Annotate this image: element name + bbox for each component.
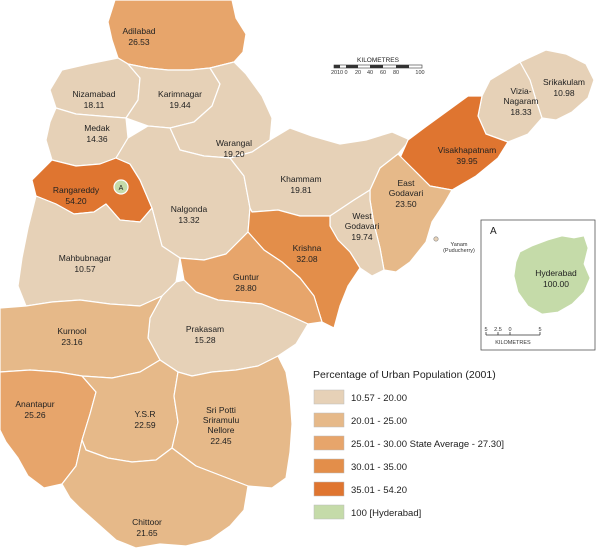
value-west-godavari: 19.74 xyxy=(351,232,373,242)
scale-tick-2: 0 xyxy=(344,70,347,76)
value-mahbubnagar: 10.57 xyxy=(74,264,96,274)
scale-bar-seg-1 xyxy=(334,65,340,68)
value-ysr: 22.59 xyxy=(134,420,156,430)
value-medak: 14.36 xyxy=(86,134,108,144)
inset-scale-label-0: 5 xyxy=(484,327,487,333)
label-ysr: Y.S.R xyxy=(134,409,155,419)
value-nizamabad: 18.11 xyxy=(84,100,105,110)
label-rangareddy: Rangareddy xyxy=(53,185,100,195)
value-warangal: 19.20 xyxy=(223,149,245,159)
label-nalgonda: Nalgonda xyxy=(171,204,208,214)
scale-tick-7: 100 xyxy=(415,70,424,76)
value-karimnagar: 19.44 xyxy=(169,100,191,110)
scale-tick-5: 60 xyxy=(380,70,386,76)
scale-tick-4: 40 xyxy=(367,70,373,76)
value-srikakulam: 10.98 xyxy=(553,88,575,98)
hyderabad-marker[interactable] xyxy=(113,179,129,195)
label-chittoor: Chittoor xyxy=(132,517,162,527)
district-labels: Adilabad 26.53 Nizamabad 18.11 Karimnaga… xyxy=(15,26,585,538)
label-adilabad: Adilabad xyxy=(122,26,155,36)
label-mahbubnagar: Mahbubnagar xyxy=(59,253,112,263)
label-prakasam: Prakasam xyxy=(186,324,224,334)
value-vizianagaram: 18.33 xyxy=(510,107,532,117)
label-vizianagaram-2: Nagaram xyxy=(504,96,539,106)
scale-tick-6: 80 xyxy=(393,70,399,76)
label-nellore-3: Nellore xyxy=(208,425,235,435)
inset-scale-title: KILOMETRES xyxy=(495,340,531,346)
scale-tick-0: 20 xyxy=(331,70,337,76)
value-nellore: 22.45 xyxy=(210,436,232,446)
scale-bar: KILOMETRES 20 10 0 20 40 60 80 100 xyxy=(331,57,425,76)
label-nizamabad: Nizamabad xyxy=(73,89,116,99)
value-khammam: 19.81 xyxy=(290,185,312,195)
legend-swatch-1 xyxy=(313,412,345,428)
value-kurnool: 23.16 xyxy=(61,337,83,347)
label-anantapur: Anantapur xyxy=(15,399,54,409)
label-visakhapatnam: Visakhapatnam xyxy=(438,145,496,155)
inset-hyderabad: A Hyderabad 100.00 5 2.5 0 5 KILOMETRES xyxy=(480,219,596,351)
legend-swatch-3 xyxy=(313,458,345,474)
value-chittoor: 21.65 xyxy=(136,528,158,538)
value-guntur: 28.80 xyxy=(235,283,257,293)
value-krishna: 32.08 xyxy=(296,254,318,264)
label-kurnool: Kurnool xyxy=(57,326,86,336)
label-karimnagar: Karimnagar xyxy=(158,89,202,99)
legend-swatch-0 xyxy=(313,389,345,405)
label-medak: Medak xyxy=(84,123,110,133)
hyderabad-marker-label: A xyxy=(119,185,124,192)
scale-bar-seg-2 xyxy=(346,65,358,68)
scale-tick-3: 20 xyxy=(355,70,361,76)
legend-title: Percentage of Urban Population (2001) xyxy=(313,369,496,381)
label-vizianagaram-1: Vizia- xyxy=(510,86,531,96)
value-rangareddy: 54.20 xyxy=(65,196,87,206)
inset-hyderabad-shape[interactable] xyxy=(513,235,591,315)
legend-label-3: 30.01 - 35.00 xyxy=(351,462,407,473)
inset-scale-label-2: 0 xyxy=(508,327,511,333)
value-visakhapatnam: 39.95 xyxy=(456,156,478,166)
inset-letter: A xyxy=(490,226,497,237)
value-east-godavari: 23.50 xyxy=(395,199,417,209)
scale-tick-1: 10 xyxy=(337,70,343,76)
legend-label-0: 10.57 - 20.00 xyxy=(351,393,407,404)
value-anantapur: 25.26 xyxy=(24,410,46,420)
scale-bar-title: KILOMETRES xyxy=(357,57,400,64)
inset-value: 100.00 xyxy=(543,279,569,289)
yanam-marker xyxy=(433,236,439,242)
legend-swatch-4 xyxy=(313,481,345,497)
value-prakasam: 15.28 xyxy=(194,335,216,345)
legend-swatch-5 xyxy=(313,504,345,520)
yanam-label-2: (Puducherry) xyxy=(443,248,475,254)
label-west-godavari-1: West xyxy=(352,211,372,221)
legend-label-1: 20.01 - 25.00 xyxy=(351,416,407,427)
inset-scale-label-1: 2.5 xyxy=(494,327,502,333)
inset-scale-label-3: 5 xyxy=(538,327,541,333)
label-west-godavari-2: Godavari xyxy=(345,221,380,231)
value-adilabad: 26.53 xyxy=(128,37,150,47)
value-nalgonda: 13.32 xyxy=(178,215,200,225)
legend-label-2: 25.01 - 30.00 State Average - 27.30] xyxy=(351,439,504,450)
yanam-label-1: Yanam xyxy=(450,242,467,248)
scale-bar-seg-4 xyxy=(396,65,409,68)
district-chittoor[interactable] xyxy=(61,439,249,548)
label-east-godavari-2: Godavari xyxy=(389,188,424,198)
label-srikakulam: Srikakulam xyxy=(543,77,585,87)
label-warangal: Warangal xyxy=(216,138,252,148)
label-nellore-1: Sri Potti xyxy=(206,405,236,415)
label-nellore-2: Sriramulu xyxy=(203,415,240,425)
scale-bar-seg-3 xyxy=(370,65,383,68)
inset-name: Hyderabad xyxy=(535,268,577,278)
legend-label-4: 35.01 - 54.20 xyxy=(351,485,407,496)
legend-swatch-2 xyxy=(313,435,345,451)
legend: Percentage of Urban Population (2001) 10… xyxy=(313,369,504,520)
legend-label-5: 100 [Hyderabad] xyxy=(351,508,421,519)
label-guntur: Guntur xyxy=(233,272,259,282)
label-krishna: Krishna xyxy=(293,243,322,253)
label-khammam: Khammam xyxy=(280,174,321,184)
label-east-godavari-1: East xyxy=(397,178,415,188)
